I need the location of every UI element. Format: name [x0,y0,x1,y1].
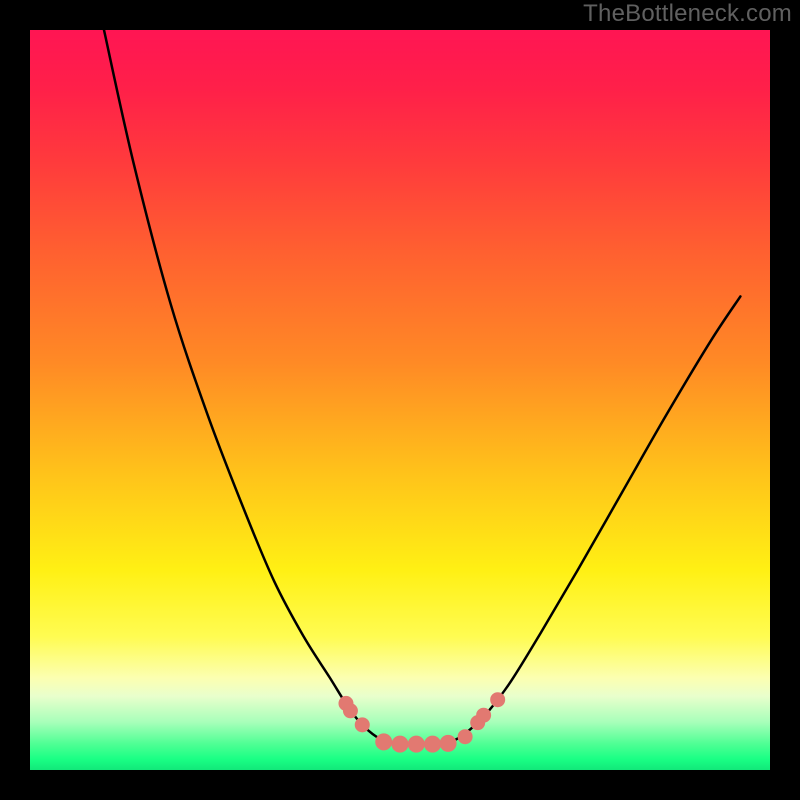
curve-marker [376,734,392,750]
gradient-background [30,30,770,770]
bottleneck-curve-chart [0,0,800,800]
curve-marker [355,718,369,732]
curve-marker [458,730,472,744]
curve-marker [477,708,491,722]
curve-marker [392,736,408,752]
attribution-label: TheBottleneck.com [583,0,792,28]
curve-marker [408,736,424,752]
curve-marker [343,704,357,718]
chart-container: TheBottleneck.com [0,0,800,800]
curve-marker [491,693,505,707]
curve-marker [425,736,441,752]
curve-marker [440,735,456,751]
